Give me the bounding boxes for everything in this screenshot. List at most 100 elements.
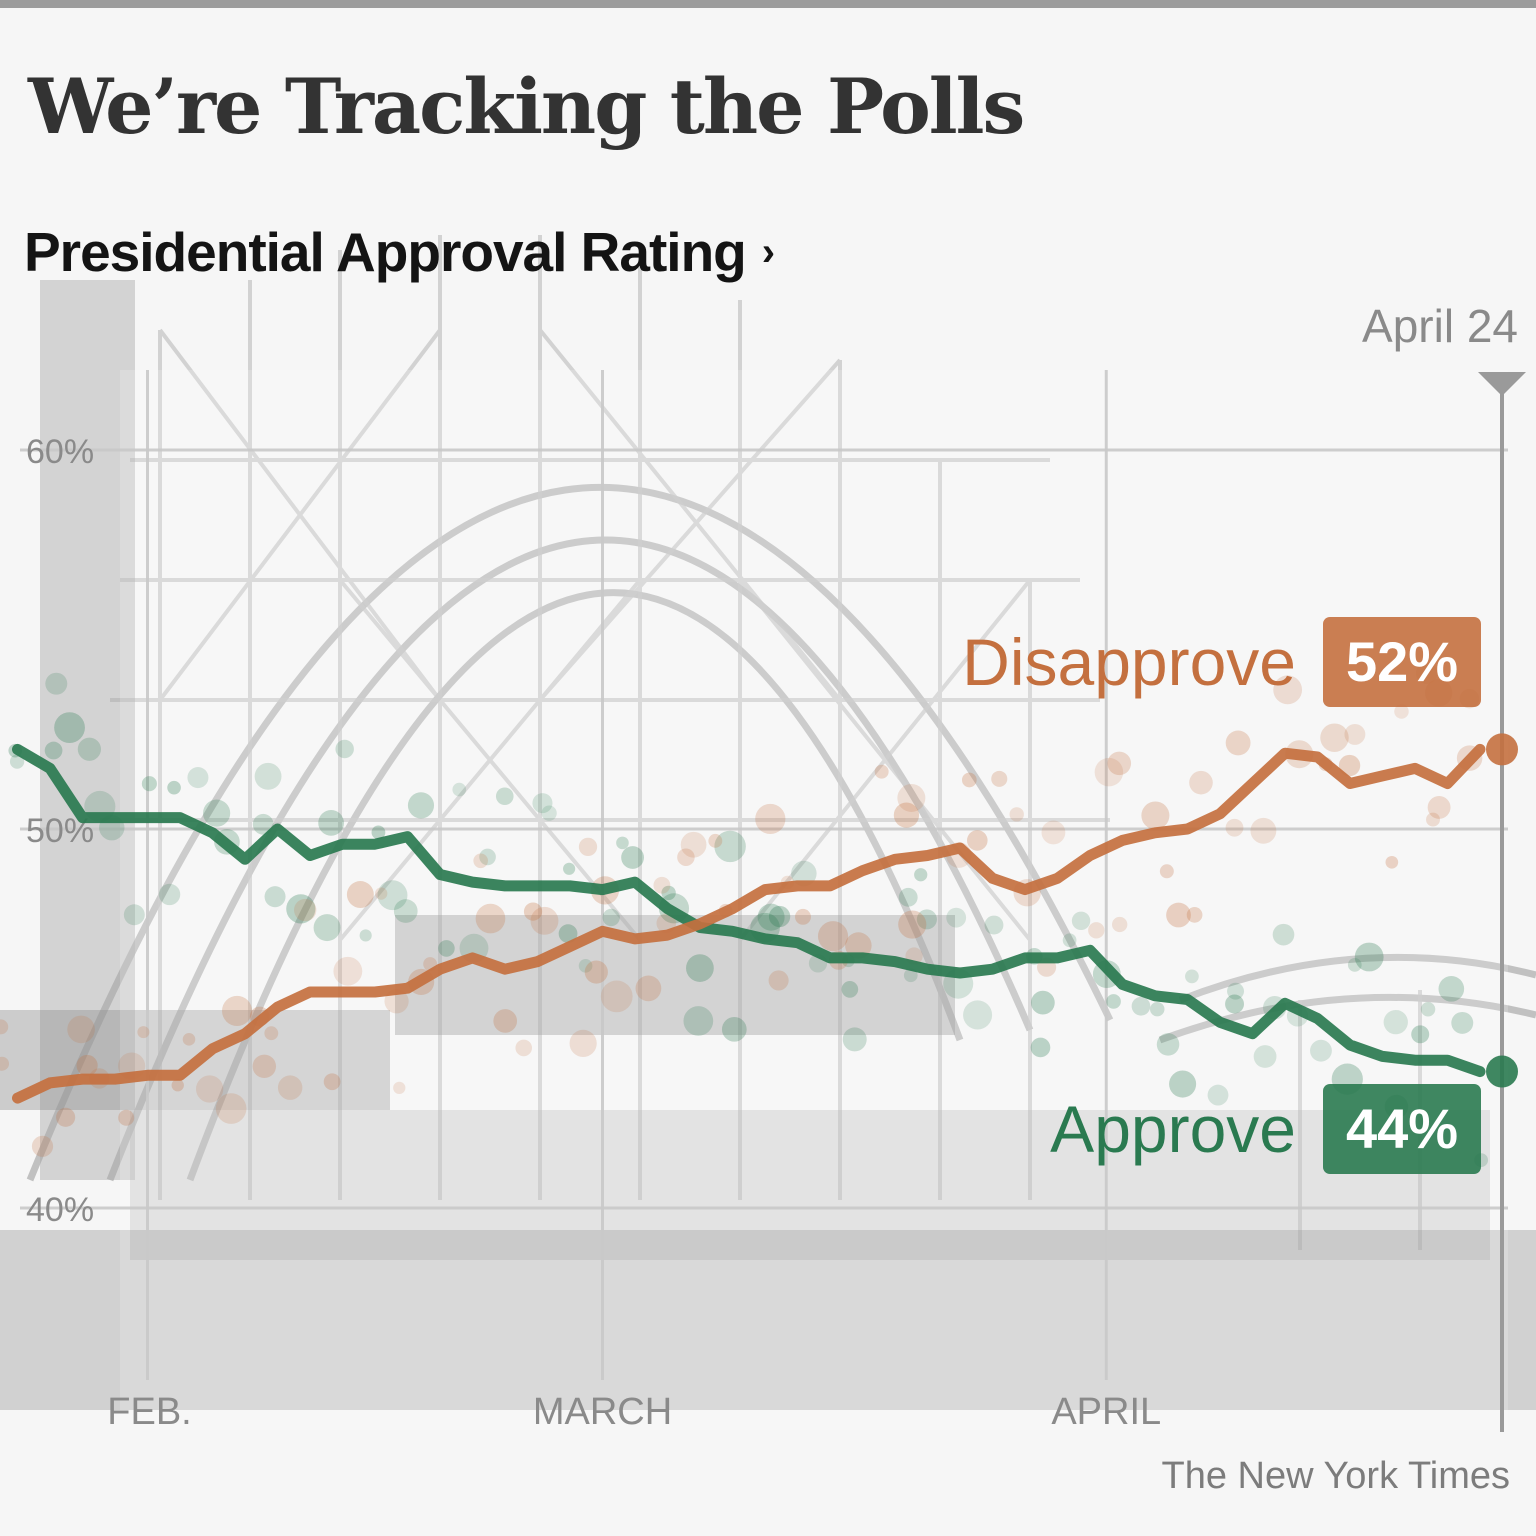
poll-dot [1394, 704, 1409, 719]
y-tick-label: 60% [26, 433, 94, 471]
poll-dot [963, 1000, 993, 1030]
poll-dot [757, 903, 785, 931]
poll-dot [1156, 1033, 1180, 1056]
value-badge-approve [1323, 1084, 1481, 1174]
poll-dot [708, 833, 723, 848]
poll-dot [845, 932, 872, 959]
poll-dot [203, 799, 231, 827]
poll-dot [252, 1054, 277, 1079]
poll-dot [791, 860, 817, 887]
poll-dot [123, 904, 145, 926]
poll-dot [768, 970, 789, 991]
series-line-disapprove [12, 743, 1486, 1104]
poll-dot [277, 1075, 303, 1100]
poll-dot [407, 792, 435, 819]
poll-dot [661, 885, 676, 901]
poll-dot [264, 886, 286, 908]
poll-dot [438, 940, 455, 957]
headline: We’re Tracking the Polls [28, 62, 1025, 151]
poll-dot [532, 793, 553, 814]
poll-dot [313, 914, 341, 942]
poll-dot [755, 803, 786, 835]
poll-dot [254, 762, 282, 790]
source-credit: The New York Times [1161, 1455, 1510, 1497]
poll-dot [1186, 907, 1203, 923]
poll-dot [1009, 807, 1024, 822]
poll-dot [898, 887, 918, 907]
poll-dot [323, 1073, 341, 1091]
poll-dot [961, 772, 977, 788]
poll-dot [76, 1054, 98, 1077]
poll-dot [141, 776, 157, 792]
poll-dot [393, 1081, 406, 1095]
poll-dot [635, 975, 662, 1002]
poll-dot [0, 1056, 10, 1071]
poll-dot [0, 1019, 9, 1035]
poll-dot [377, 880, 408, 911]
poll-dot [1420, 1002, 1436, 1017]
poll-dot [479, 848, 496, 866]
x-tick-label: APRIL [1051, 1391, 1161, 1433]
x-tick-label: MARCH [533, 1391, 672, 1433]
poll-dot [495, 787, 514, 806]
poll-dot [56, 1107, 76, 1127]
poll-dot [1225, 994, 1245, 1014]
poll-dot [1250, 817, 1277, 844]
x-tick-label: FEB. [107, 1391, 191, 1433]
poll-dot [916, 909, 937, 930]
poll-dot [1166, 902, 1191, 928]
poll-dot [1385, 855, 1399, 869]
chart-section-link[interactable]: Presidential Approval Rating › [24, 220, 775, 284]
plot-area [120, 370, 1508, 1430]
poll-dot [768, 905, 791, 928]
value-badge-text-approve: 44% [1346, 1097, 1458, 1160]
poll-dot [541, 805, 557, 821]
poll-dot [1062, 933, 1077, 948]
poll-dot [530, 906, 559, 935]
poll-dot [137, 1026, 150, 1039]
poll-dot [898, 910, 927, 939]
poll-dot [680, 831, 707, 858]
poll-dot [903, 968, 918, 983]
series-line-approve [12, 743, 1486, 1078]
current-date-label: April 24 [1362, 300, 1518, 352]
poll-dot [1106, 994, 1121, 1009]
poll-dot [1253, 1045, 1277, 1068]
top-rule [0, 0, 1536, 8]
poll-dot [1159, 864, 1174, 879]
poll-dot [1185, 969, 1199, 984]
poll-dot [602, 908, 620, 927]
poll-dot [1131, 996, 1151, 1016]
poll-dot [252, 813, 274, 835]
poll-dot [1030, 1037, 1051, 1058]
poll-dot [1150, 1001, 1165, 1017]
poll-dot [683, 1006, 714, 1036]
poll-dot [1347, 958, 1362, 972]
poll-dot [721, 1016, 747, 1042]
poll-dot [1030, 990, 1055, 1015]
poll-dot [1071, 911, 1091, 931]
poll-dot [1207, 1084, 1229, 1106]
poll-dot [1344, 723, 1366, 745]
poll-dot [523, 902, 543, 921]
poll-dot [346, 881, 374, 908]
value-badge-disapprove [1323, 617, 1481, 707]
poll-dot [31, 1135, 54, 1157]
poll-dot [897, 783, 926, 812]
poll-dot [795, 908, 811, 925]
poll-dot [215, 1093, 247, 1124]
poll-dot [221, 995, 253, 1026]
poll-dot [842, 1027, 867, 1052]
poll-dot [286, 894, 316, 924]
poll-dot [1438, 976, 1465, 1002]
poll-dot [1427, 795, 1451, 819]
poll-dot [371, 825, 386, 840]
poll-dot [1189, 770, 1213, 795]
poll-dot [991, 770, 1008, 787]
poll-dot [616, 836, 629, 850]
poll-dot [569, 1029, 597, 1057]
poll-dot [1451, 1011, 1474, 1034]
poll-dot [333, 956, 363, 986]
